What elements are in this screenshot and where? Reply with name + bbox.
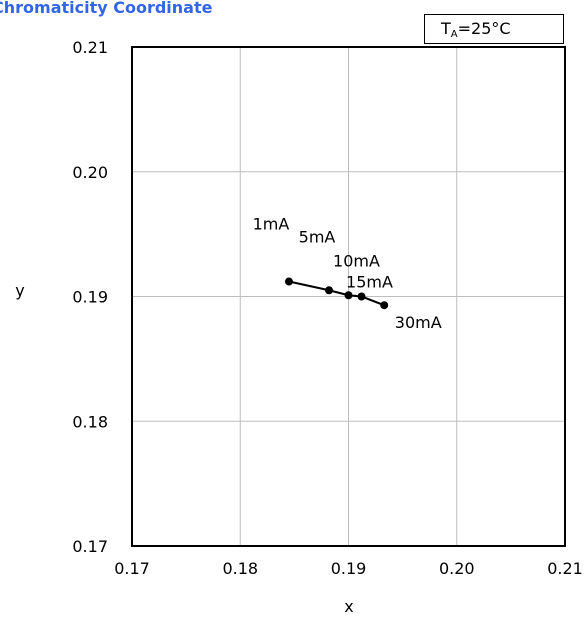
- data-point: [344, 291, 353, 300]
- plot-frame: [131, 46, 566, 547]
- tick-labels: 0.17 0.18 0.19 0.20 0.21 0.17 0.18 0.19 0.20 0.21: [72, 38, 582, 578]
- x-tick-label: 0.21: [547, 559, 583, 578]
- x-tick-label: 0.19: [331, 559, 367, 578]
- series-layer: 1mA 5mA 10mA 15mA 30mA: [253, 215, 442, 333]
- x-tick-label: 0.20: [439, 559, 475, 578]
- temperature-condition-box: TA=25°C: [424, 14, 564, 44]
- data-point: [380, 301, 389, 310]
- data-point-label: 15mA: [346, 273, 393, 292]
- y-tick-label: 0.20: [72, 163, 108, 182]
- data-point: [357, 292, 366, 301]
- temperature-value: =25°C: [457, 19, 511, 38]
- y-tick-label: 0.19: [72, 288, 108, 307]
- data-point-label: 30mA: [395, 313, 442, 332]
- temperature-symbol: T: [441, 19, 451, 38]
- temperature-subscript: A: [450, 29, 458, 40]
- data-point-label: 10mA: [333, 251, 380, 270]
- data-point: [325, 286, 334, 295]
- x-tick-label: 0.17: [114, 559, 150, 578]
- x-axis-label: x: [344, 597, 353, 616]
- chart-title: Chromaticity Coordinate: [0, 0, 213, 17]
- data-point-label: 5mA: [299, 227, 336, 246]
- data-point: [284, 277, 293, 286]
- y-tick-label: 0.18: [72, 412, 108, 431]
- y-axis-label: y: [15, 281, 24, 300]
- x-tick-label: 0.18: [222, 559, 258, 578]
- data-point-label: 1mA: [253, 215, 290, 234]
- y-tick-label: 0.17: [72, 537, 108, 556]
- y-tick-label: 0.21: [72, 38, 108, 57]
